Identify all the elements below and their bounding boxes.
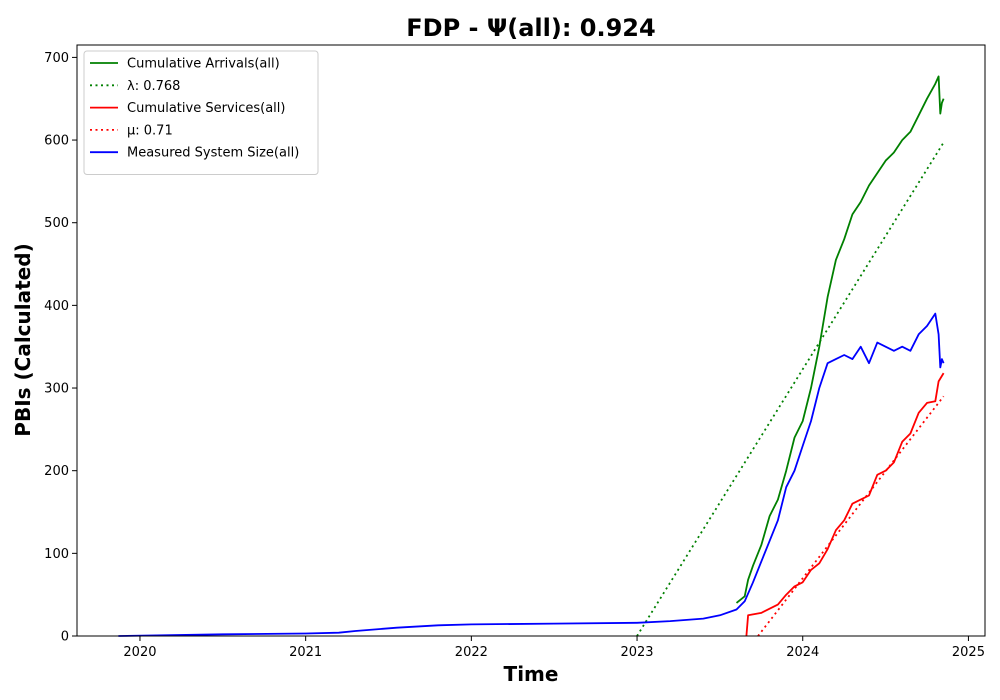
x-axis: 2020 2021 2022 2023 2024 2025 — [123, 636, 985, 660]
chart-title: FDP - Ψ(all): 0.924 — [406, 14, 655, 42]
series-line-measured-system-size-all — [118, 312, 945, 637]
y-tick-label: 500 — [44, 216, 69, 231]
plot-frame — [76, 44, 986, 637]
legend-label: Cumulative Services(all) — [127, 101, 285, 116]
legend-box — [83, 50, 319, 175]
x-tick-label: 2025 — [952, 645, 985, 660]
x-tick-label: 2024 — [786, 645, 819, 660]
y-tick-label: 700 — [44, 51, 69, 66]
legend-label: Cumulative Arrivals(all) — [127, 57, 280, 72]
y-tick-label: 200 — [44, 464, 69, 479]
y-axis: 0 100 200 300 400 500 600 700 — [44, 51, 77, 645]
x-tick-label: 2021 — [289, 645, 322, 660]
y-tick-label: 0 — [61, 630, 69, 645]
plot-area — [118, 75, 945, 637]
series-line-cumulative-arrivals-all — [735, 75, 945, 604]
legend-label: λ: 0.768 — [127, 79, 180, 94]
legend: Cumulative Arrivals(all) λ: 0.768 Cumulati… — [83, 50, 319, 175]
series-line-0-71 — [757, 395, 945, 637]
y-tick-label: 300 — [44, 382, 69, 397]
series-line-cumulative-services-all — [745, 372, 945, 637]
y-axis-title: PBIs (Calculated) — [11, 243, 35, 436]
x-axis-title: Time — [504, 662, 559, 686]
legend-label: μ: 0.71 — [127, 123, 173, 138]
x-tick-label: 2023 — [620, 645, 653, 660]
x-tick-label: 2020 — [123, 645, 156, 660]
series-line-0-768 — [636, 142, 945, 637]
y-tick-label: 400 — [44, 299, 69, 314]
y-tick-label: 100 — [44, 547, 69, 562]
legend-label: Measured System Size(all) — [127, 146, 299, 161]
x-tick-label: 2022 — [455, 645, 488, 660]
y-tick-label: 600 — [44, 134, 69, 149]
